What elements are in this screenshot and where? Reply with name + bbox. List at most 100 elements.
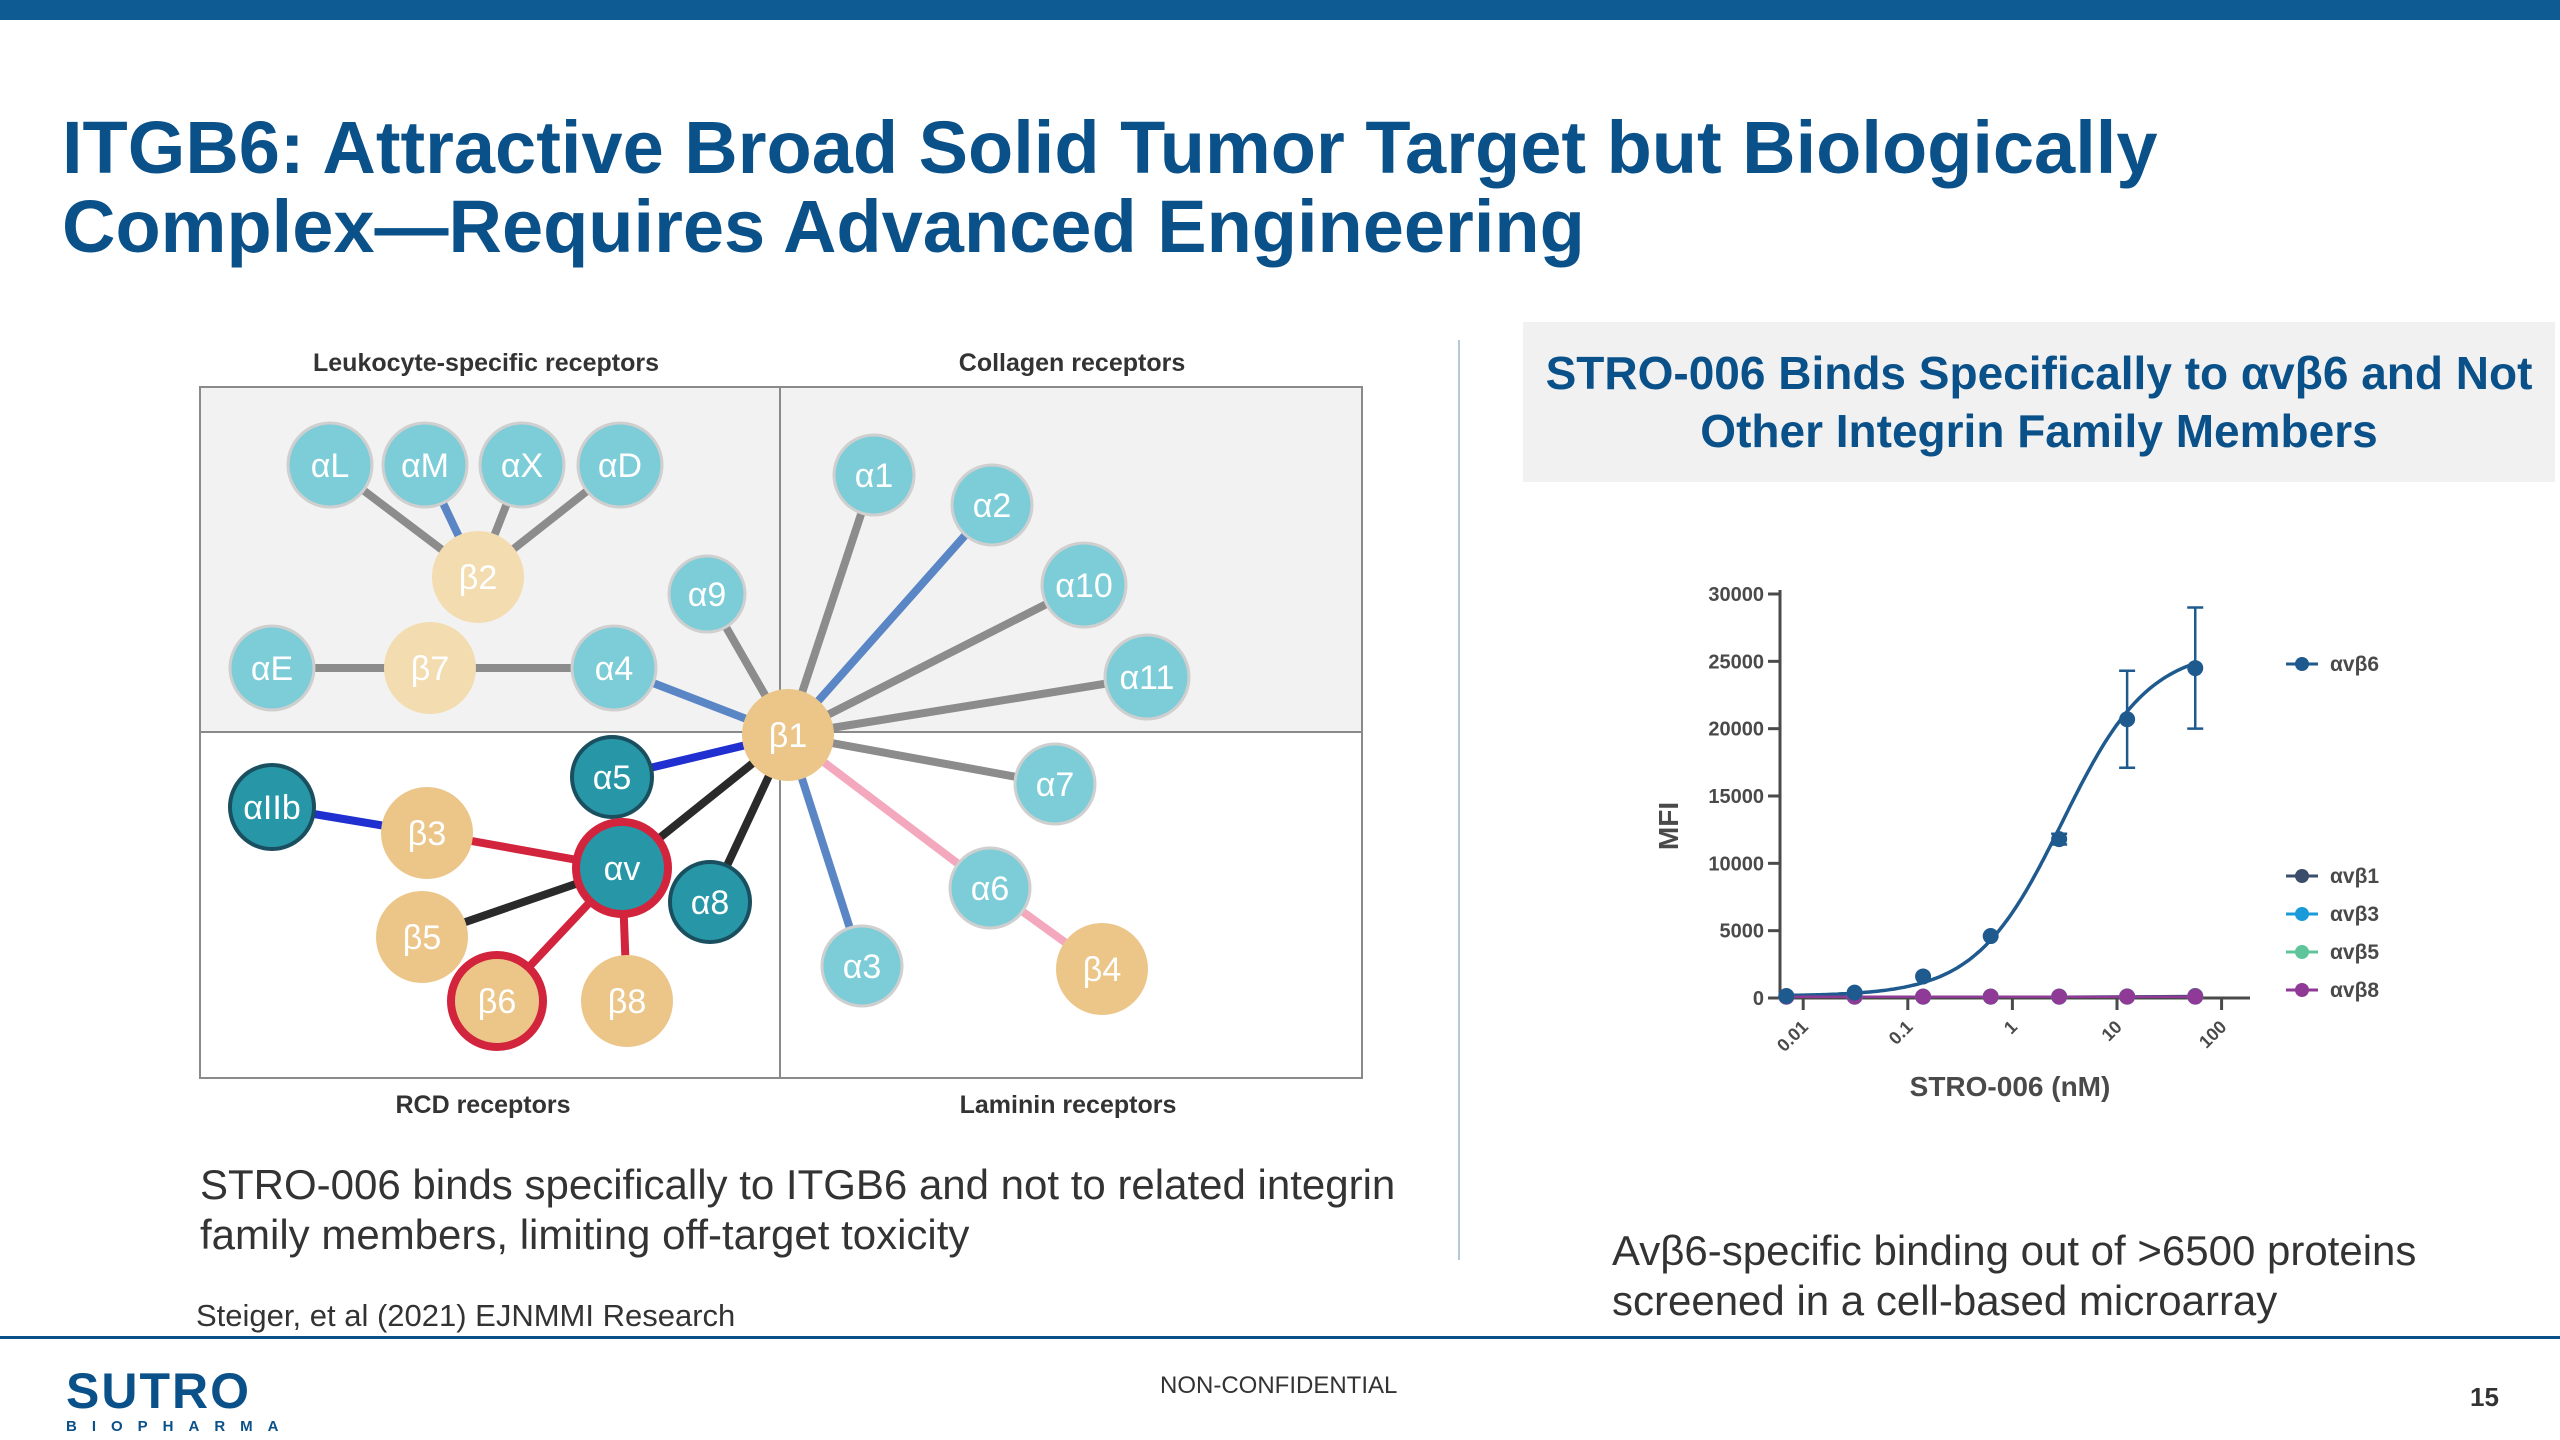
- node-a10-label: α10: [1055, 567, 1112, 605]
- node-a5: α5: [570, 735, 654, 819]
- node-aE: αE: [228, 624, 316, 712]
- legend-label: αvβ3: [2330, 903, 2379, 926]
- node-a1: α1: [832, 433, 916, 517]
- legend-label: αvβ8: [2330, 979, 2379, 1002]
- series-fit-curve-avb6: [1786, 661, 2196, 998]
- node-b2: β2: [432, 531, 524, 623]
- x-tick-label: 10: [2098, 1017, 2126, 1045]
- legend-marker: [2295, 869, 2309, 883]
- node-b1-label: β1: [769, 717, 807, 755]
- node-a2: α2: [950, 463, 1034, 547]
- node-b6-label: β6: [478, 983, 516, 1021]
- node-av-label: αv: [604, 850, 641, 888]
- data-point: [2187, 988, 2204, 1005]
- node-a7-label: α7: [1036, 766, 1075, 804]
- node-b2-label: β2: [459, 559, 497, 597]
- node-aX-label: αX: [501, 447, 543, 485]
- binding-chart: 0 5000 10000 15000 20000 25000 30000 0.01 0.1 1 10…: [1653, 584, 2379, 1102]
- legend-label: αvβ1: [2330, 865, 2379, 888]
- node-b7: β7: [384, 622, 476, 714]
- data-point: [2187, 660, 2204, 677]
- node-a6-label: α6: [971, 870, 1010, 908]
- data-point: [1982, 928, 1999, 945]
- y-tick-label: 15000: [1708, 786, 1764, 808]
- edge-a10-b1: [784, 581, 1088, 739]
- y-tick-label: 20000: [1708, 719, 1764, 741]
- node-b5: β5: [376, 891, 468, 983]
- node-a7: α7: [1013, 742, 1097, 826]
- node-aM: αM: [381, 421, 469, 509]
- node-a6: α6: [948, 846, 1032, 930]
- legend-label: αvβ6: [2330, 653, 2379, 676]
- x-tick-label: 100: [2195, 1017, 2230, 1052]
- page-number: 15: [2470, 1382, 2499, 1412]
- footer-rule: [0, 1336, 2560, 1339]
- node-b8-label: β8: [608, 983, 646, 1021]
- top-accent-bar: [0, 0, 2560, 20]
- data-point: [2119, 711, 2136, 728]
- node-a2-label: α2: [973, 487, 1012, 525]
- node-a3: α3: [820, 924, 904, 1008]
- data-point: [2051, 831, 2068, 848]
- node-a11: α11: [1103, 633, 1191, 721]
- node-a9-label: α9: [688, 576, 727, 614]
- sutro-logo: SUTRO BIOPHARMA: [66, 1366, 294, 1435]
- node-b6: β6: [447, 951, 547, 1051]
- label-rcd-receptors: RCD receptors: [395, 1091, 570, 1119]
- data-point: [1778, 987, 1795, 1004]
- x-tick-label: 0.1: [1885, 1017, 1917, 1049]
- node-a10: α10: [1040, 541, 1128, 629]
- vertical-divider: [1458, 340, 1460, 1260]
- node-b5-label: β5: [403, 919, 441, 957]
- x-tick-label: 0.01: [1773, 1017, 1812, 1056]
- node-b7-label: β7: [411, 650, 449, 688]
- node-a1-label: α1: [855, 457, 894, 495]
- node-b8: β8: [581, 955, 673, 1047]
- node-a8-label: α8: [691, 884, 730, 922]
- y-tick-label: 25000: [1708, 651, 1764, 673]
- node-aD: αD: [576, 421, 664, 509]
- data-point: [1915, 968, 1932, 985]
- logo-wordmark: SUTRO: [66, 1363, 251, 1419]
- legend-label: αvβ5: [2330, 941, 2379, 964]
- right-note: Avβ6-specific binding out of >6500 prote…: [1612, 1227, 2417, 1324]
- legend-marker: [2295, 657, 2309, 671]
- slide-title: ITGB6: Attractive Broad Solid Tumor Targ…: [62, 106, 2158, 268]
- node-aIIb-label: αIIb: [243, 789, 300, 827]
- legend-marker: [2295, 983, 2309, 997]
- legend-marker: [2295, 945, 2309, 959]
- data-point: [2119, 988, 2136, 1005]
- edge-a11-b1: [784, 673, 1151, 739]
- y-tick-label: 5000: [1720, 921, 1765, 943]
- node-b4: β4: [1056, 923, 1148, 1015]
- data-point: [1915, 988, 1932, 1005]
- citation: Steiger, et al (2021) EJNMMI Research: [196, 1298, 736, 1333]
- node-a4-label: α4: [595, 650, 634, 688]
- label-leukocyte-receptors: Leukocyte-specific receptors: [313, 349, 659, 377]
- footer-label: NON-CONFIDENTIAL: [1160, 1372, 1398, 1399]
- node-aIIb: αIIb: [228, 763, 316, 851]
- node-a5-label: α5: [593, 759, 632, 797]
- data-point: [1982, 988, 1999, 1005]
- node-aD-label: αD: [598, 447, 642, 485]
- node-a11-label: α11: [1120, 659, 1175, 697]
- node-a3-label: α3: [843, 948, 882, 986]
- x-axis-title: STRO-006 (nM): [1910, 1071, 2111, 1102]
- label-collagen-receptors: Collagen receptors: [959, 349, 1185, 377]
- node-a4: α4: [570, 624, 658, 712]
- right-title-box: STRO-006 Binds Specifically to αvβ6 and …: [1523, 322, 2555, 482]
- node-b3-label: β3: [408, 815, 446, 853]
- x-tick-label: 1: [2000, 1017, 2021, 1038]
- label-laminin-receptors: Laminin receptors: [960, 1091, 1177, 1119]
- node-aL: αL: [286, 421, 374, 509]
- right-box-title: STRO-006 Binds Specifically to αvβ6 and …: [1545, 347, 2533, 457]
- node-b4-label: β4: [1083, 951, 1121, 989]
- data-point: [2051, 988, 2068, 1005]
- edge-a2-b1: [784, 501, 996, 739]
- node-a9: α9: [667, 554, 747, 634]
- node-b1: β1: [742, 689, 834, 781]
- logo-subtitle: BIOPHARMA: [66, 1418, 294, 1435]
- node-aX: αX: [478, 421, 566, 509]
- node-aL-label: αL: [311, 447, 350, 485]
- integrin-network-diagram: Leukocyte-specific receptors Collagen re…: [199, 349, 1363, 1119]
